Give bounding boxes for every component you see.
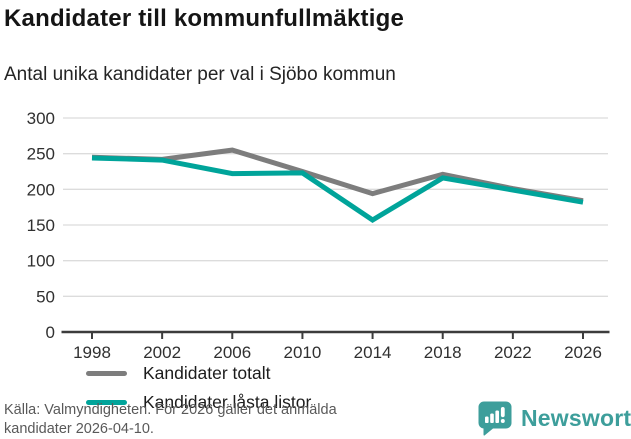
legend-item-total: Kandidater totalt (86, 362, 311, 384)
x-axis-tick-label: 2014 (354, 343, 392, 362)
series-line-kandidater-l-sta-listor (91, 155, 584, 223)
y-axis-tick-label: 50 (36, 287, 55, 306)
y-axis-tick-label: 250 (27, 145, 55, 164)
legend: Kandidater totalt Kandidater låsta listo… (76, 358, 324, 419)
legend-swatch-total (86, 370, 127, 376)
source-note: Källa: Valmyndigheten. För 2026 gäller d… (4, 401, 337, 439)
x-axis-tick-label: 1998 (73, 343, 111, 362)
brand-logo: Newsworthy (477, 400, 631, 437)
source-note-line2: kandidater 2026-04-10. (4, 421, 154, 437)
x-axis-tick-label: 2006 (213, 343, 251, 362)
legend-swatch-locked-lists (86, 399, 127, 405)
legend-label-locked-lists: Kandidater låsta listor (143, 391, 312, 412)
legend-item-locked-lists: Kandidater låsta listor (86, 391, 311, 413)
page-title: Kandidater till kommunfullmäktige (4, 5, 404, 32)
y-axis-tick-label: 100 (27, 252, 55, 271)
line-chart-svg: 0 50 100 150 200 250 300 1998 2002 2006 2010 2014 20… (27, 109, 610, 362)
x-axis-tick-label: 2018 (424, 343, 462, 362)
y-axis-tick-label: 200 (27, 180, 55, 199)
series-line-kandidater-totalt (91, 147, 584, 204)
x-axis-tick-label: 2010 (284, 343, 322, 362)
page-subtitle: Antal unika kandidater per val i Sjöbo k… (4, 64, 396, 85)
y-axis-tick-label: 0 (46, 323, 55, 342)
legend-label-total: Kandidater totalt (143, 362, 271, 383)
y-axis-tick-label: 150 (27, 216, 55, 235)
x-axis-tick-label: 2002 (143, 343, 181, 362)
x-axis-tick-label: 2022 (494, 343, 532, 362)
source-note-line1: Källa: Valmyndigheten. För 2026 gäller d… (4, 402, 337, 418)
y-axis-tick-label: 300 (27, 109, 55, 128)
x-axis-tick-label: 2026 (564, 343, 602, 362)
brand-name: Newsworthy (521, 405, 631, 431)
newsworthy-logo-icon (478, 401, 512, 436)
line-chart: 0 50 100 150 200 250 300 1998 2002 2006 2010 2014 20… (0, 100, 631, 419)
